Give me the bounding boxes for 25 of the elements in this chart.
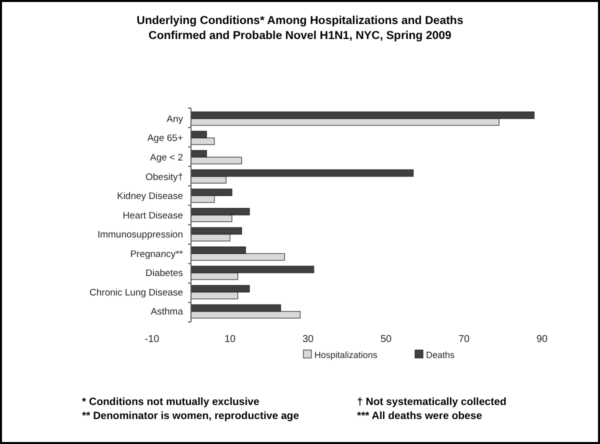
y-tick-label: Age < 2 xyxy=(150,152,183,164)
y-tick-label: Kidney Disease xyxy=(116,191,183,202)
y-tick-label: Chronic Lung Disease xyxy=(90,287,183,298)
x-tick-label: 70 xyxy=(458,334,470,345)
chart-subtitle: Confirmed and Probable Novel H1N1, NYC, Spring 2009 xyxy=(148,30,452,42)
x-tick-label: 10 xyxy=(224,334,236,345)
text: ** Denominator is women, reproductive age xyxy=(82,410,300,422)
y-tick-label: Any xyxy=(166,114,184,125)
text: † Not systematically collected xyxy=(357,396,506,408)
y-tick-label: Pregnancy** xyxy=(130,248,184,260)
y-tick-label: Age 65+ xyxy=(147,133,184,144)
text: *** All deaths were obese xyxy=(357,410,482,422)
y-tick-label: Immunosuppression xyxy=(97,230,183,241)
legend-label: Hospitalizations xyxy=(314,350,378,360)
x-tick-label: -10 xyxy=(144,334,160,345)
text: * Conditions not mutually exclusive xyxy=(82,396,260,408)
y-tick-label: Asthma xyxy=(150,306,184,318)
legend-label: Deaths xyxy=(426,350,456,360)
y-tick-label: Diabetes xyxy=(146,268,184,280)
y-tick-label: Heart Disease xyxy=(122,210,183,222)
x-tick-label: 90 xyxy=(536,334,548,345)
chart-title: Underlying Conditions* Among Hospitalizations and Deaths xyxy=(136,15,464,27)
y-tick-label: Obesity† xyxy=(146,172,183,183)
x-tick-label: 50 xyxy=(380,334,392,345)
x-tick-label: 30 xyxy=(302,334,314,345)
